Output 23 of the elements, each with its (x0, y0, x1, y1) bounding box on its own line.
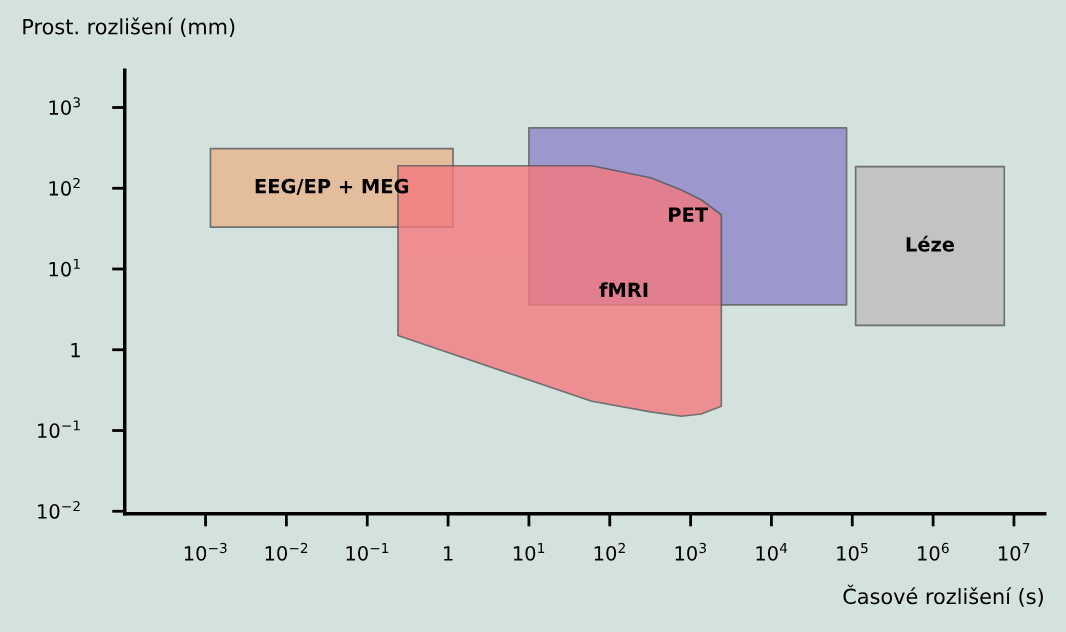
series-label: Léze (906, 235, 955, 252)
x-tick-label: 10$^{1}$ (513, 543, 545, 561)
y-tick-label: 10$^{2}$ (49, 177, 80, 196)
series-label: fMRI (599, 282, 648, 297)
y-tick-label: 10$^{1}$ (49, 258, 80, 277)
series-label: EEG/EP + MEG (255, 178, 409, 196)
x-tick-label: 10$^{3}$ (675, 542, 706, 561)
y-tick-label: 10$^{−1}$ (38, 420, 80, 439)
x-tick-label: 10$^{7}$ (998, 543, 1030, 561)
x-tick-label: 1 (444, 546, 453, 561)
y-axis-title: Prost. rozlišení (mm) (23, 17, 235, 37)
x-axis-title: Časové rozlišení (s) (843, 584, 1043, 607)
x-tick-label: 10$^{4}$ (756, 543, 788, 561)
x-tick-label: 10$^{2}$ (594, 542, 625, 561)
y-tick-label: 1 (71, 342, 80, 358)
x-tick-label: 10$^{−1}$ (346, 543, 389, 561)
x-tick-label: 10$^{6}$ (918, 542, 949, 561)
x-tick-label: 10$^{5}$ (837, 543, 868, 561)
x-tick-label: 10$^{−2}$ (265, 542, 308, 561)
x-tick-label: 10$^{−3}$ (184, 542, 227, 561)
series-label: PET (669, 207, 709, 222)
y-tick-label: 10$^{3}$ (49, 97, 80, 116)
y-tick-label: 10$^{−2}$ (38, 500, 80, 519)
